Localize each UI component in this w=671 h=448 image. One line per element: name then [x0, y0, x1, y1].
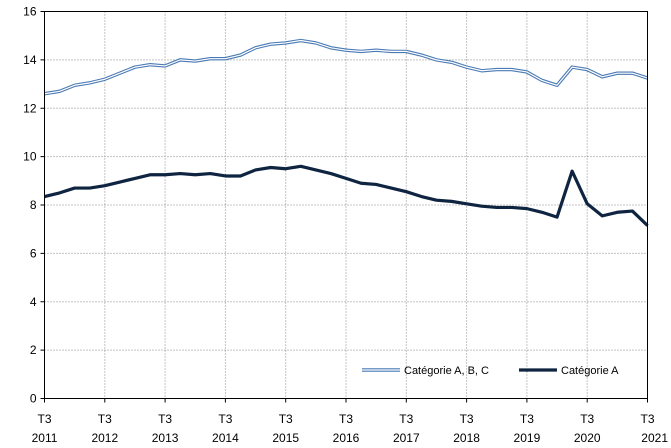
x-tick-label-quarter: T3 — [339, 412, 353, 426]
x-tick-label-year: 2020 — [574, 431, 601, 445]
y-tick-label: 4 — [30, 295, 37, 309]
x-axis: T3 2011 T3 2012 T3 2013 T3 2014 T3 2015 T3 2016 T3 20… — [32, 398, 668, 445]
x-tick-label-year: 2019 — [514, 431, 541, 445]
x-tick-label-quarter: T3 — [279, 412, 293, 426]
x-tick-label-year: 2011 — [32, 431, 58, 445]
x-tick-label-quarter: T3 — [98, 412, 112, 426]
x-tick-label-year: 2012 — [91, 431, 118, 445]
series-line-inner — [44, 39, 648, 95]
grid — [44, 11, 648, 399]
series-line — [44, 164, 649, 227]
series-lines — [44, 38, 649, 227]
x-tick-label-quarter: T3 — [640, 412, 654, 426]
y-tick-label: 6 — [30, 246, 37, 260]
x-tick-label-year: 2021 — [641, 431, 668, 445]
x-tick-label-quarter: T3 — [520, 412, 534, 426]
x-tick-label-quarter: T3 — [460, 412, 474, 426]
y-tick-label: 10 — [23, 150, 37, 164]
x-tick-label-year: 2016 — [333, 431, 360, 445]
plot-frame — [44, 11, 648, 399]
y-tick-label: 2 — [30, 343, 37, 357]
x-tick-label-year: 2013 — [152, 431, 179, 445]
x-tick-label-quarter: T3 — [158, 412, 172, 426]
x-tick-label-year: 2015 — [272, 431, 299, 445]
y-tick-label: 16 — [23, 5, 37, 19]
legend: Catégorie A, B, C Catégorie A — [362, 365, 619, 377]
legend-label: Catégorie A, B, C — [404, 365, 489, 377]
y-axis: 0 2 4 6 8 10 12 14 16 — [23, 5, 45, 406]
y-tick-label: 8 — [30, 198, 37, 212]
y-tick-label: 12 — [23, 101, 37, 115]
x-tick-label-quarter: T3 — [218, 412, 232, 426]
legend-label: Catégorie A — [561, 365, 619, 377]
x-tick-label-quarter: T3 — [37, 412, 51, 426]
x-tick-label-quarter: T3 — [580, 412, 594, 426]
y-tick-label: 0 — [30, 392, 37, 406]
x-tick-label-year: 2018 — [453, 431, 480, 445]
y-tick-label: 14 — [23, 53, 37, 67]
x-tick-label-year: 2017 — [393, 431, 420, 445]
x-tick-label-year: 2014 — [212, 431, 239, 445]
x-tick-label-quarter: T3 — [399, 412, 413, 426]
